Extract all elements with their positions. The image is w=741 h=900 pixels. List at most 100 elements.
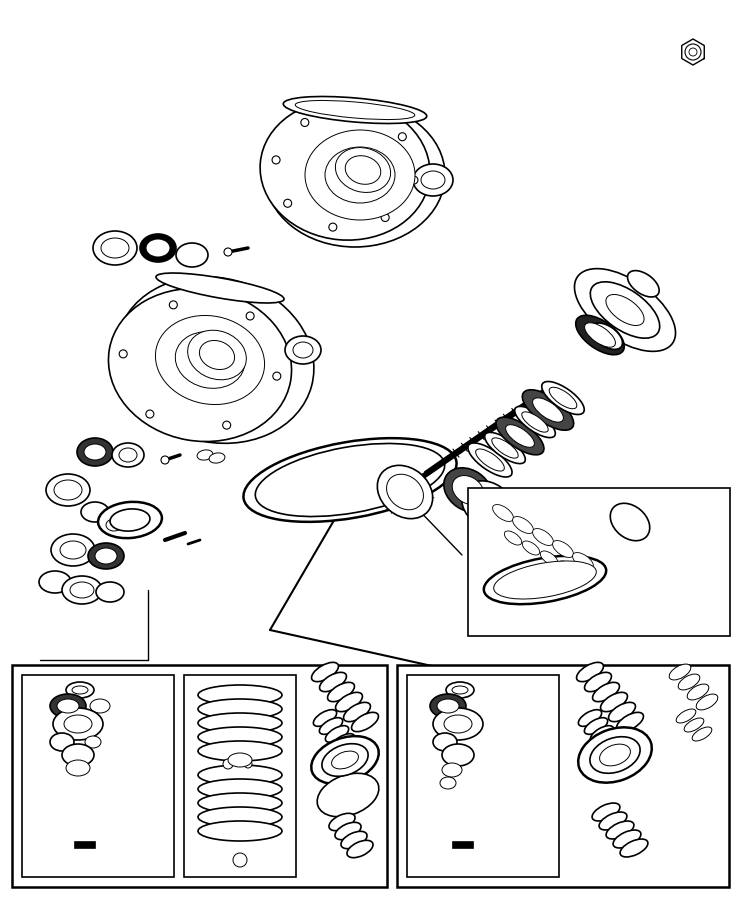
Ellipse shape (344, 702, 370, 722)
Ellipse shape (187, 330, 246, 380)
Ellipse shape (64, 715, 92, 733)
Ellipse shape (328, 682, 354, 702)
Ellipse shape (322, 743, 368, 777)
Ellipse shape (197, 450, 213, 460)
Ellipse shape (599, 812, 627, 830)
Ellipse shape (265, 103, 445, 247)
Circle shape (223, 421, 230, 429)
Ellipse shape (336, 148, 391, 193)
Ellipse shape (628, 271, 659, 297)
Circle shape (170, 301, 177, 309)
Ellipse shape (505, 531, 522, 545)
Circle shape (329, 223, 337, 231)
Ellipse shape (485, 432, 525, 464)
Ellipse shape (198, 741, 282, 761)
Ellipse shape (325, 725, 349, 742)
Ellipse shape (66, 760, 90, 776)
Ellipse shape (341, 832, 367, 849)
Ellipse shape (54, 480, 82, 500)
Bar (12, 665, 387, 887)
Ellipse shape (522, 390, 574, 430)
Ellipse shape (599, 744, 631, 766)
Ellipse shape (311, 662, 339, 681)
Ellipse shape (576, 662, 603, 681)
Ellipse shape (39, 571, 71, 593)
Ellipse shape (351, 713, 379, 732)
Ellipse shape (57, 699, 79, 713)
Ellipse shape (444, 468, 492, 512)
Ellipse shape (325, 147, 395, 203)
Ellipse shape (319, 672, 347, 691)
Ellipse shape (77, 438, 113, 466)
Circle shape (224, 248, 232, 256)
Ellipse shape (88, 543, 124, 569)
Ellipse shape (684, 718, 704, 732)
Ellipse shape (198, 727, 282, 747)
Ellipse shape (687, 684, 709, 700)
Ellipse shape (591, 282, 659, 338)
Ellipse shape (494, 561, 597, 599)
Ellipse shape (244, 438, 456, 522)
Ellipse shape (452, 475, 484, 504)
Ellipse shape (62, 576, 102, 604)
Ellipse shape (446, 682, 474, 698)
Ellipse shape (50, 733, 74, 751)
Ellipse shape (600, 692, 628, 712)
Ellipse shape (98, 502, 162, 538)
Ellipse shape (295, 101, 415, 120)
Ellipse shape (533, 528, 554, 545)
Ellipse shape (493, 505, 514, 521)
Ellipse shape (72, 686, 88, 694)
Circle shape (233, 853, 247, 867)
Ellipse shape (335, 823, 361, 840)
Ellipse shape (317, 773, 379, 816)
Circle shape (685, 44, 701, 60)
Ellipse shape (60, 541, 86, 559)
Ellipse shape (331, 734, 355, 751)
Ellipse shape (198, 821, 282, 841)
Ellipse shape (53, 708, 103, 740)
Ellipse shape (85, 736, 101, 748)
Ellipse shape (617, 713, 643, 732)
Ellipse shape (676, 709, 696, 723)
Bar (184, 675, 296, 877)
Ellipse shape (558, 561, 576, 575)
Ellipse shape (140, 234, 176, 262)
Ellipse shape (51, 534, 95, 566)
Ellipse shape (156, 273, 284, 303)
Circle shape (244, 760, 252, 768)
Ellipse shape (90, 699, 110, 713)
Ellipse shape (377, 465, 433, 518)
Ellipse shape (50, 694, 86, 718)
Ellipse shape (513, 517, 534, 534)
Circle shape (273, 372, 281, 380)
Ellipse shape (452, 686, 468, 694)
Ellipse shape (533, 398, 563, 422)
Ellipse shape (522, 541, 539, 555)
Ellipse shape (522, 412, 548, 432)
Ellipse shape (387, 474, 423, 509)
Circle shape (146, 410, 154, 418)
Ellipse shape (593, 682, 619, 702)
Ellipse shape (678, 674, 700, 690)
Ellipse shape (81, 502, 109, 522)
Ellipse shape (433, 708, 483, 740)
Ellipse shape (611, 503, 650, 541)
Ellipse shape (336, 692, 362, 712)
Ellipse shape (198, 699, 282, 719)
Ellipse shape (46, 474, 90, 506)
Ellipse shape (198, 793, 282, 813)
Ellipse shape (591, 323, 622, 349)
Ellipse shape (311, 736, 379, 784)
Ellipse shape (319, 717, 342, 734)
Ellipse shape (198, 779, 282, 799)
Ellipse shape (285, 336, 321, 364)
Ellipse shape (442, 744, 474, 766)
Ellipse shape (515, 407, 555, 437)
Ellipse shape (331, 752, 359, 769)
Ellipse shape (597, 734, 619, 751)
Ellipse shape (620, 839, 648, 857)
Circle shape (223, 759, 233, 769)
Circle shape (410, 176, 418, 184)
Ellipse shape (585, 672, 611, 691)
